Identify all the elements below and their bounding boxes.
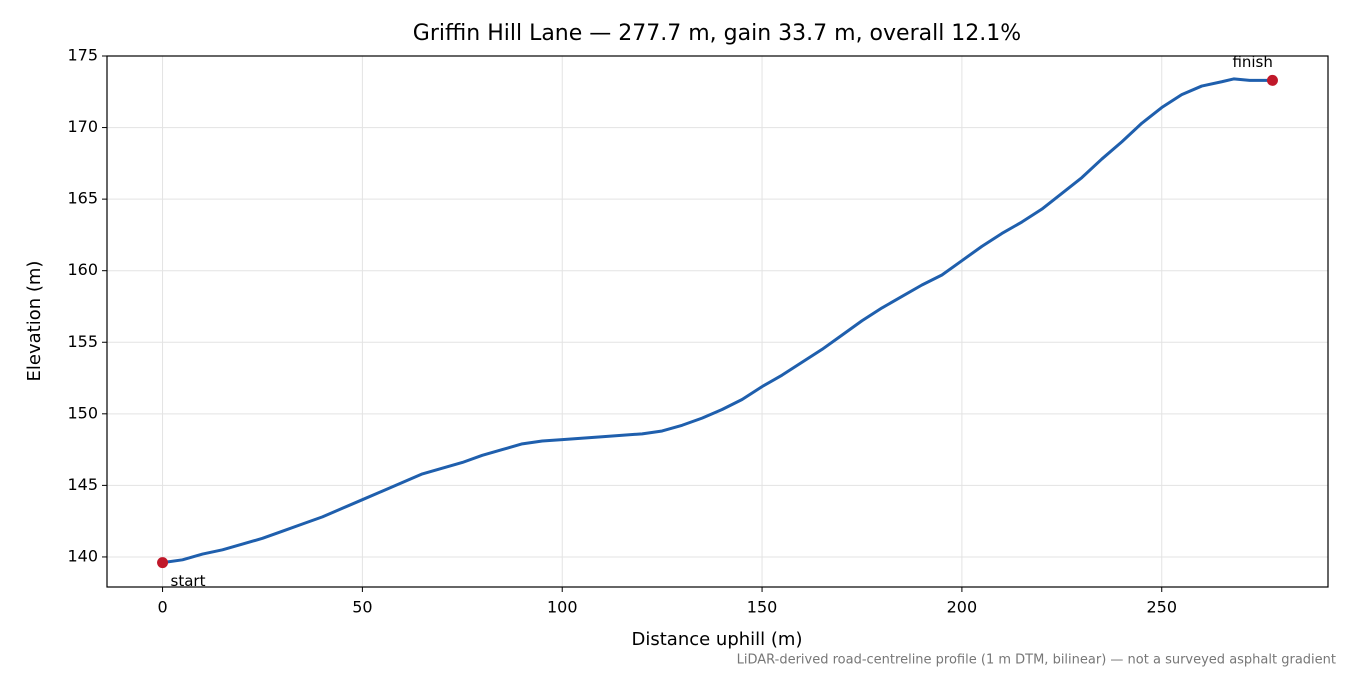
x-tick-label: 200 xyxy=(947,598,978,617)
y-tick-label: 175 xyxy=(67,46,98,65)
x-tick-label: 50 xyxy=(352,598,372,617)
y-tick-label: 145 xyxy=(67,475,98,494)
y-tick-label: 155 xyxy=(67,332,98,351)
endpoint-label: finish xyxy=(1232,53,1272,71)
footnote: LiDAR-derived road-centreline profile (1… xyxy=(737,653,1336,668)
endpoint-marker xyxy=(1266,74,1278,86)
x-tick-label: 150 xyxy=(747,598,778,617)
y-tick-label: 140 xyxy=(67,546,98,565)
y-tick-label: 170 xyxy=(67,117,98,136)
x-axis-label: Distance uphill (m) xyxy=(632,629,803,650)
chart-title: Griffin Hill Lane — 277.7 m, gain 33.7 m… xyxy=(413,21,1021,46)
y-tick-label: 165 xyxy=(67,189,98,208)
elevation-line xyxy=(162,77,1273,565)
x-tick-label: 250 xyxy=(1146,598,1177,617)
plot-frame xyxy=(106,55,1329,588)
x-tick-label: 100 xyxy=(547,598,578,617)
x-tick-label: 0 xyxy=(157,598,167,617)
endpoint-label: start xyxy=(171,572,206,590)
endpoint-marker xyxy=(157,557,169,569)
y-tick-label: 160 xyxy=(67,260,98,279)
y-axis-label: Elevation (m) xyxy=(24,261,45,382)
y-tick-label: 150 xyxy=(67,403,98,422)
